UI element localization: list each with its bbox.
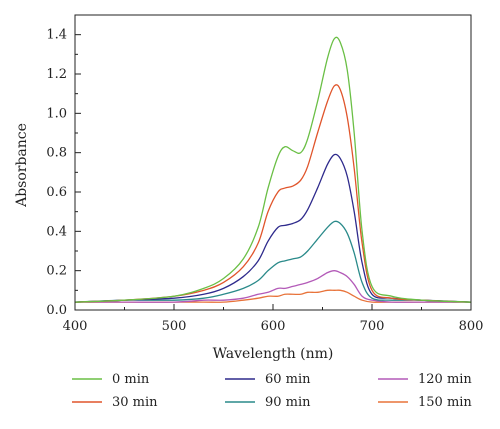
y-tick-label: 0.4 [46,224,67,239]
series-line-150-min [74,289,471,303]
legend-label: 60 min [265,372,311,387]
legend-item: 90 min [225,395,311,410]
legend: 0 min 30 min 60 min 90 min 120 min 150 min [72,372,472,410]
y-tick-label: 1.4 [46,28,67,43]
legend-item: 0 min [72,372,150,387]
plot-area [74,36,472,303]
legend-label: 120 min [418,372,472,387]
legend-label: 0 min [112,372,150,387]
legend-label: 30 min [112,395,158,410]
legend-label: 150 min [418,395,472,410]
y-tick-label: 1.0 [46,106,67,121]
x-tick-label: 400 [63,319,88,334]
axes: 400 500 600 700 800 0.0 0.2 0.4 0.6 0.8 1.0 1.2 1.4 [46,14,484,334]
legend-label: 90 min [265,395,311,410]
x-tick-label: 500 [162,319,187,334]
series-line-120-min [74,270,471,303]
series-line-30-min [74,84,472,303]
series-line-90-min [74,220,472,303]
x-tick-label: 700 [360,319,385,334]
legend-item: 120 min [378,372,472,387]
legend-item: 150 min [378,395,472,410]
series-line-0-min [74,36,472,303]
y-axis-title: Absorbance [14,123,30,208]
x-tick-label: 600 [261,319,286,334]
series-line-60-min [74,153,472,303]
y-tick-label: 0.6 [46,185,67,200]
x-axis-title: Wavelength (nm) [213,346,334,362]
y-tick-label: 1.2 [46,67,67,82]
y-tick-label: 0.0 [46,303,67,318]
y-tick-label: 0.2 [46,264,67,279]
x-tick-label: 800 [459,319,484,334]
legend-item: 30 min [72,395,158,410]
y-tick-label: 0.8 [46,146,67,161]
legend-item: 60 min [225,372,311,387]
